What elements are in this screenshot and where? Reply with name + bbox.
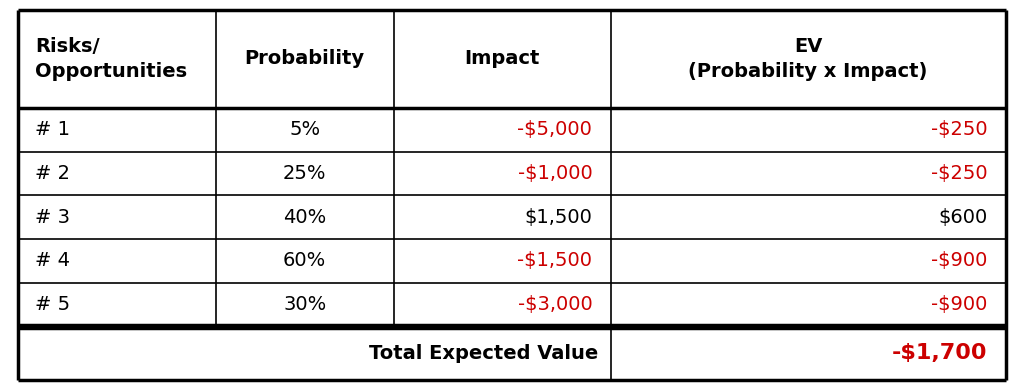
Text: 5%: 5% <box>289 120 321 139</box>
Text: EV
(Probability x Impact): EV (Probability x Impact) <box>688 37 928 81</box>
Text: Probability: Probability <box>245 50 365 68</box>
Text: # 4: # 4 <box>35 252 70 270</box>
Text: 60%: 60% <box>283 252 327 270</box>
Text: -$1,700: -$1,700 <box>892 343 987 363</box>
Text: 30%: 30% <box>283 295 327 314</box>
Text: -$250: -$250 <box>931 120 987 139</box>
Text: -$3,000: -$3,000 <box>517 295 592 314</box>
Text: -$1,000: -$1,000 <box>517 164 592 183</box>
Text: # 5: # 5 <box>35 295 70 314</box>
Text: Impact: Impact <box>465 50 540 68</box>
Text: -$900: -$900 <box>931 252 987 270</box>
Text: $600: $600 <box>938 208 987 227</box>
Text: # 3: # 3 <box>35 208 70 227</box>
Text: -$1,500: -$1,500 <box>517 252 592 270</box>
Text: # 1: # 1 <box>35 120 70 139</box>
Text: Risks/
Opportunities: Risks/ Opportunities <box>35 37 187 81</box>
Text: Total Expected Value: Total Expected Value <box>370 344 598 363</box>
Text: # 2: # 2 <box>35 164 70 183</box>
Text: $1,500: $1,500 <box>524 208 592 227</box>
Text: 25%: 25% <box>283 164 327 183</box>
Text: 40%: 40% <box>283 208 327 227</box>
Text: -$250: -$250 <box>931 164 987 183</box>
Text: -$900: -$900 <box>931 295 987 314</box>
Text: -$5,000: -$5,000 <box>517 120 592 139</box>
